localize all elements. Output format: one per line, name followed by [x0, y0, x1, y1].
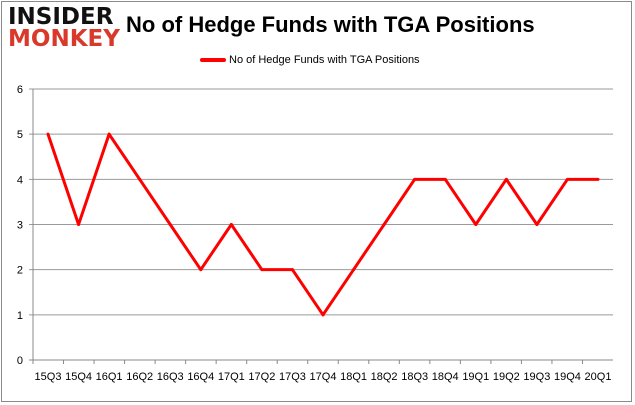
y-tick-label: 4	[17, 174, 23, 186]
data-point	[474, 223, 478, 226]
data-point	[504, 177, 508, 181]
y-tick-label: 3	[17, 220, 23, 232]
data-point	[199, 268, 203, 272]
logo-line1: INSIDER	[8, 4, 114, 30]
y-tick-label: 6	[17, 84, 23, 96]
x-tick-label: 17Q4	[310, 371, 337, 383]
x-tick-label: 19Q4	[554, 371, 581, 383]
insider-monkey-logo: INSIDER MONKEY	[8, 4, 120, 52]
y-tick-label: 5	[17, 129, 23, 141]
data-point	[535, 223, 539, 226]
data-point	[321, 313, 325, 317]
x-tick-label: 18Q4	[432, 371, 459, 383]
legend-swatch	[200, 58, 226, 62]
data-point	[260, 268, 264, 272]
x-tick-label: 16Q1	[96, 371, 123, 383]
x-tick-label: 19Q3	[523, 371, 550, 383]
x-tick-label: 18Q3	[401, 371, 428, 383]
x-tick-label: 17Q1	[218, 371, 245, 383]
data-point	[382, 223, 386, 226]
x-tick-label: 20Q1	[585, 371, 612, 383]
x-tick-label: 16Q3	[157, 371, 184, 383]
data-point	[443, 177, 447, 181]
y-tick-label: 0	[17, 355, 23, 367]
x-tick-label: 17Q2	[248, 371, 275, 383]
x-tick-label: 17Q3	[279, 371, 306, 383]
x-tick-label: 16Q2	[126, 371, 153, 383]
data-point	[46, 132, 50, 136]
x-tick-label: 18Q1	[340, 371, 367, 383]
x-tick-label: 19Q2	[493, 371, 520, 383]
x-tick-label: 16Q4	[187, 371, 214, 383]
logo-line2: MONKEY	[8, 26, 120, 52]
x-tick-label: 19Q1	[462, 371, 489, 383]
data-point	[168, 223, 172, 226]
x-tick-label: 15Q3	[35, 371, 62, 383]
data-point	[413, 177, 417, 181]
data-point	[565, 177, 569, 181]
data-point	[290, 268, 294, 272]
chart-title: No of Hedge Funds with TGA Positions	[126, 12, 535, 37]
legend: No of Hedge Funds with TGA Positions	[200, 54, 420, 66]
y-tick-label: 1	[17, 310, 23, 322]
data-point	[77, 223, 81, 226]
x-tick-label: 15Q4	[65, 371, 92, 383]
y-tick-label: 2	[17, 265, 23, 277]
legend-label: No of Hedge Funds with TGA Positions	[229, 54, 420, 66]
data-point	[596, 177, 600, 181]
data-point	[107, 132, 111, 136]
x-tick-label: 18Q2	[371, 371, 398, 383]
data-point	[138, 177, 142, 181]
data-point	[352, 268, 356, 272]
data-point	[229, 223, 233, 226]
